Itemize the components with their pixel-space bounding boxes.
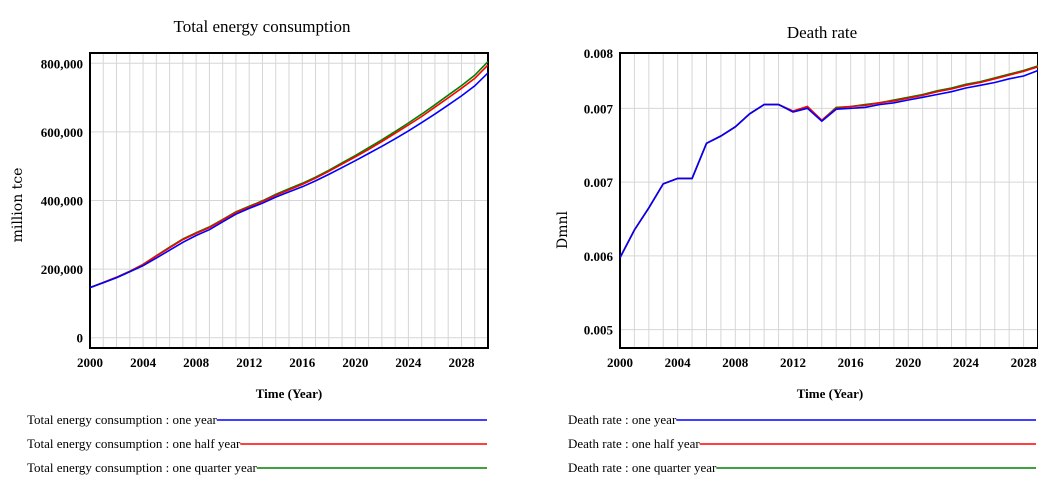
y-tick-label: 800,000: [41, 56, 83, 71]
y-tick-label: 200,000: [41, 262, 83, 277]
x-tick-label: 2028: [1011, 355, 1038, 370]
y-tick-label: 0.005: [584, 323, 614, 338]
series-line: [620, 66, 1038, 259]
legend-label: Total energy consumption : one year: [27, 412, 217, 427]
y-tick-label: 0: [77, 331, 84, 346]
series-line: [620, 69, 1038, 259]
x-tick-label: 2024: [395, 355, 422, 370]
x-tick-label: 2016: [838, 355, 865, 370]
x-tick-label: 2020: [895, 355, 921, 370]
x-tick-label: 2000: [77, 355, 103, 370]
x-tick-label: 2008: [183, 355, 210, 370]
legend-label: Death rate : one quarter year: [568, 460, 717, 475]
x-tick-label: 2000: [607, 355, 633, 370]
legend-label: Death rate : one half year: [568, 436, 700, 451]
x-tick-label: 2016: [289, 355, 316, 370]
x-tick-label: 2020: [342, 355, 368, 370]
chart-title: Total energy consumption: [174, 17, 351, 36]
series-line: [620, 65, 1038, 259]
legend-label: Total energy consumption : one quarter y…: [27, 460, 258, 475]
x-tick-label: 2012: [780, 355, 806, 370]
x-tick-label: 2004: [665, 355, 692, 370]
x-tick-label: 2028: [448, 355, 475, 370]
x-tick-label: 2012: [236, 355, 262, 370]
x-tick-label: 2008: [722, 355, 749, 370]
series-line: [90, 64, 488, 289]
x-axis-label: Time (Year): [256, 386, 323, 401]
plot-frame: [89, 52, 489, 349]
death-rate-chart: Death rate Dmnl Time (Year) 2000 2004 2008…: [555, 23, 1038, 475]
legend-label: Total energy consumption : one half year: [27, 436, 241, 451]
legend-label: Death rate : one year: [568, 412, 677, 427]
plot-frame: [619, 52, 1038, 349]
y-tick-label: 0.006: [584, 249, 614, 264]
x-tick-label: 2004: [130, 355, 157, 370]
x-tick-label: 2024: [953, 355, 980, 370]
y-axis-label: Dmnl: [555, 210, 571, 249]
x-axis-label: Time (Year): [797, 386, 864, 401]
y-tick-label: 0.007: [584, 101, 614, 116]
y-tick-label: 0.007: [584, 175, 614, 190]
y-tick-label: 0.008: [584, 46, 614, 61]
chart-title: Death rate: [787, 23, 857, 42]
y-tick-label: 600,000: [41, 125, 83, 140]
energy-consumption-chart: Total energy consumption million tce Tim…: [10, 17, 489, 475]
y-tick-label: 400,000: [41, 194, 83, 209]
y-axis-label: million tce: [10, 168, 26, 243]
series-line: [90, 72, 488, 289]
